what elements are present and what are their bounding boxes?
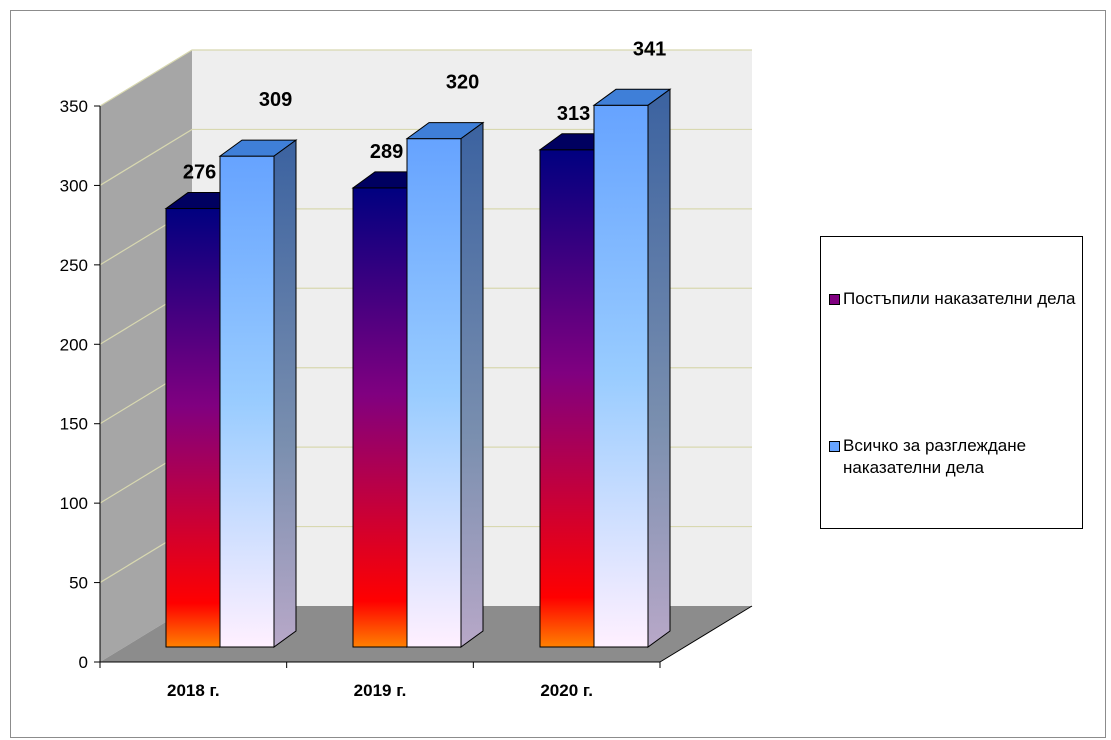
legend-swatch-total — [829, 441, 840, 452]
gridline — [99, 49, 752, 107]
y-tick-label: 50 — [69, 574, 88, 593]
bar-received-front — [539, 149, 595, 648]
bar-total-front — [406, 138, 462, 648]
data-label: 313 — [557, 103, 590, 125]
legend-label-received: Постъпили наказателни дела — [843, 289, 1076, 308]
legend: Постъпили наказателни дела Всичко за раз… — [820, 236, 1083, 529]
axes: 0 50 100 150 200 250 300 350 2018 г. 2019 г. 2020 … — [60, 97, 753, 700]
x-tick-label: 2019 г. — [354, 681, 407, 700]
chart-frame — [10, 10, 1106, 738]
bar-received-front — [165, 208, 221, 648]
legend-label-total: Всичко за разглеждане наказателни дела — [843, 436, 1027, 477]
bar-total-front — [593, 104, 649, 648]
legend-item-received: Постъпили наказателни дела — [829, 288, 1083, 310]
y-tick-label: 250 — [60, 256, 88, 275]
data-label: 341 — [633, 38, 666, 60]
legend-swatch-received — [829, 294, 840, 305]
y-tick-label: 100 — [60, 494, 88, 513]
bar-total-side — [460, 121, 484, 648]
x-tick-label: 2018 г. — [167, 681, 220, 700]
legend-item-total: Всичко за разглеждане наказателни дела — [829, 435, 1083, 479]
bar-total-front — [219, 155, 275, 648]
bar-total-side — [273, 139, 297, 648]
y-tick-label: 0 — [79, 653, 88, 672]
labels: 276 309 289 320 313 341 — [183, 38, 666, 183]
floor-edge — [659, 605, 753, 663]
y-tick-label: 150 — [60, 415, 88, 434]
bar-received-front — [352, 187, 408, 648]
data-label: 276 — [183, 162, 216, 184]
data-label: 289 — [370, 141, 403, 163]
bars — [164, 88, 672, 648]
gridline — [99, 128, 752, 186]
data-label: 320 — [446, 72, 479, 94]
y-tick-label: 350 — [60, 97, 88, 116]
bar-total-side — [647, 88, 671, 648]
x-tick-label: 2020 г. — [540, 681, 593, 700]
y-tick-label: 200 — [60, 335, 88, 354]
y-tick-label: 300 — [60, 176, 88, 195]
data-label: 309 — [259, 89, 292, 111]
